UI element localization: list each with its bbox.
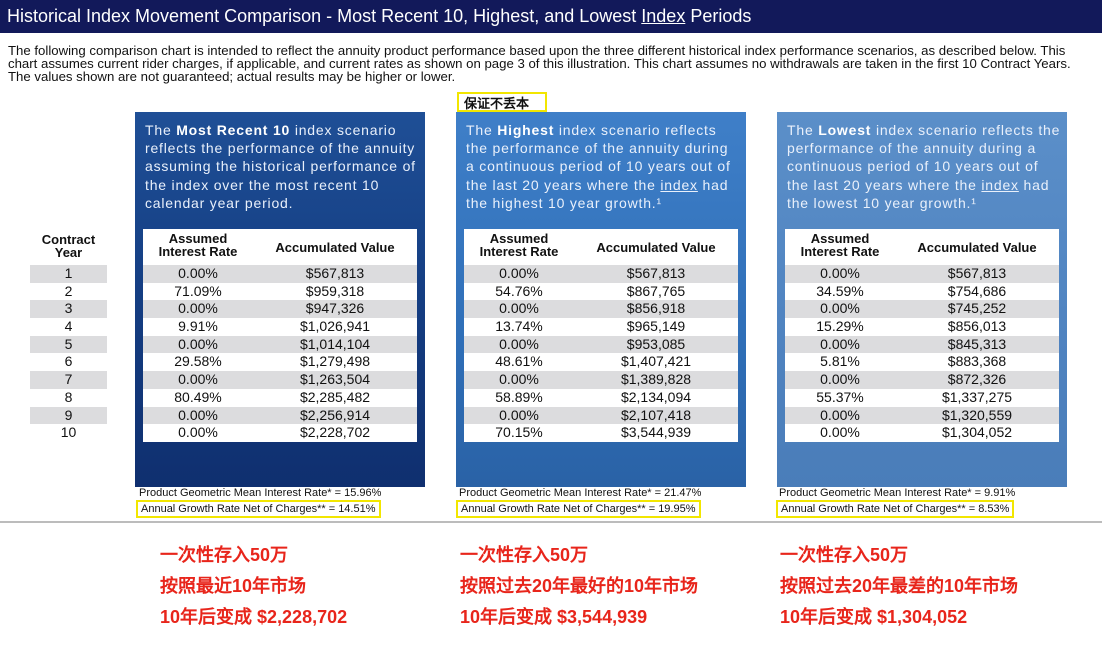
panel-footer-most-recent: Product Geometric Mean Interest Rate* = … <box>136 486 382 518</box>
geometric-mean-rate: Product Geometric Mean Interest Rate* = … <box>459 487 702 499</box>
annual-growth-rate: Annual Growth Rate Net of Charges** = 19… <box>456 500 701 518</box>
table-row: 0.00% $947,326 <box>143 300 417 319</box>
geometric-mean-rate: Product Geometric Mean Interest Rate* = … <box>779 487 1016 499</box>
table-row: 0.00% $953,085 <box>464 335 738 354</box>
table-row: 0.00% $745,252 <box>785 300 1059 319</box>
table-row: 13.74% $965,149 <box>495 318 686 335</box>
table-row: 9.91% $1,026,941 <box>178 318 371 335</box>
year-cell: 5 <box>30 335 107 354</box>
table-row: 0.00% $2,228,702 <box>178 424 371 441</box>
table-row: 34.59% $754,686 <box>816 282 1007 299</box>
title-bar: Historical Index Movement Comparison - M… <box>0 0 1102 33</box>
panel-footer-highest: Product Geometric Mean Interest Rate* = … <box>456 486 702 518</box>
year-cell: 8 <box>64 388 73 405</box>
scenario-panel-highest: The Highest index scenario reflects the … <box>456 112 746 487</box>
scenario-panel-lowest: The Lowest index scenario reflects the p… <box>777 112 1067 487</box>
year-cell: 6 <box>64 353 73 370</box>
table-row: 70.15% $3,544,939 <box>495 424 692 441</box>
contract-year-header: Contract Year <box>41 232 96 260</box>
table-header: Assumed Interest Rate Accumulated Value <box>158 231 395 259</box>
table-row: 80.49% $2,285,482 <box>174 388 371 405</box>
index-link[interactable]: Index <box>641 6 686 26</box>
year-cell: 10 <box>60 424 77 441</box>
guarantee-stamp: 保证不丢本 <box>457 92 547 112</box>
table-row: 0.00% $845,313 <box>785 335 1059 354</box>
table-row: 0.00% $567,813 <box>143 265 417 283</box>
year-cell: 2 <box>64 282 73 299</box>
table-row: 0.00% $1,389,828 <box>464 371 738 389</box>
table-row: 0.00% $1,320,559 <box>785 406 1059 425</box>
table-row: 5.81% $883,368 <box>820 353 1007 370</box>
annotation-highest: 一次性存入50万 按照过去20年最好的10年市场 10年后变成 $3,544,939 <box>460 545 699 627</box>
table-row: 0.00% $1,263,504 <box>143 371 417 389</box>
table-header: Assumed Interest Rate Accumulated Value <box>479 231 716 259</box>
panel-footer-lowest: Product Geometric Mean Interest Rate* = … <box>776 486 1016 518</box>
table-row: 0.00% $1,014,104 <box>143 335 417 354</box>
table-row: 55.37% $1,337,275 <box>816 388 1013 405</box>
table-row: 0.00% $872,326 <box>785 371 1059 389</box>
geometric-mean-rate: Product Geometric Mean Interest Rate* = … <box>139 487 382 499</box>
table-row: 15.29% $856,013 <box>816 318 1007 335</box>
scenario-description: The Lowest index scenario reflects the p… <box>787 122 1061 211</box>
table-row: 0.00% $2,107,418 <box>464 406 738 425</box>
annual-growth-rate: Annual Growth Rate Net of Charges** = 8.… <box>776 500 1015 518</box>
index-link[interactable]: index <box>981 176 1019 193</box>
intro-paragraph: The following comparison chart is intend… <box>8 43 1071 84</box>
table-row: 29.58% $1,279,498 <box>174 353 371 370</box>
table-row: 0.00% $1,304,052 <box>820 424 1013 441</box>
scenario-table: Assumed Interest Rate Accumulated Value 0… <box>464 229 738 442</box>
index-link[interactable]: index <box>660 176 698 193</box>
table-row: 0.00% $567,813 <box>464 265 738 283</box>
table-row: 0.00% $856,918 <box>464 300 738 319</box>
scenario-description: The Highest index scenario reflects the … <box>466 122 731 211</box>
section-divider <box>0 521 1102 523</box>
year-cell: 9 <box>30 406 107 425</box>
table-row: 54.76% $867,765 <box>495 282 686 299</box>
annotation-most-recent: 一次性存入50万 按照最近10年市场 10年后变成 $2,228,702 <box>160 545 348 627</box>
contract-year-column: Contract Year 1 2 3 4 5 6 7 8 9 10 <box>30 229 107 442</box>
year-cell: 4 <box>64 318 73 335</box>
table-row: 0.00% $567,813 <box>785 265 1059 283</box>
annotation-lowest: 一次性存入50万 按照过去20年最差的10年市场 10年后变成 $1,304,052 <box>780 545 1019 627</box>
year-cell: 3 <box>30 300 107 319</box>
page-title: Historical Index Movement Comparison - M… <box>7 6 752 26</box>
year-cell: 1 <box>30 265 107 283</box>
scenario-table: Assumed Interest Rate Accumulated Value 0… <box>143 229 417 442</box>
scenario-description: The Most Recent 10 index scenario reflec… <box>145 122 416 211</box>
table-row: 0.00% $2,256,914 <box>143 406 417 425</box>
table-row: 58.89% $2,134,094 <box>495 388 692 405</box>
scenario-panel-most-recent: The Most Recent 10 index scenario reflec… <box>135 112 425 487</box>
table-row: 71.09% $959,318 <box>174 282 365 299</box>
table-header: Assumed Interest Rate Accumulated Value <box>800 231 1037 259</box>
year-cell: 7 <box>30 371 107 389</box>
annual-growth-rate: Annual Growth Rate Net of Charges** = 14… <box>136 500 381 518</box>
scenario-table: Assumed Interest Rate Accumulated Value 0… <box>785 229 1059 442</box>
table-row: 48.61% $1,407,421 <box>495 353 692 370</box>
